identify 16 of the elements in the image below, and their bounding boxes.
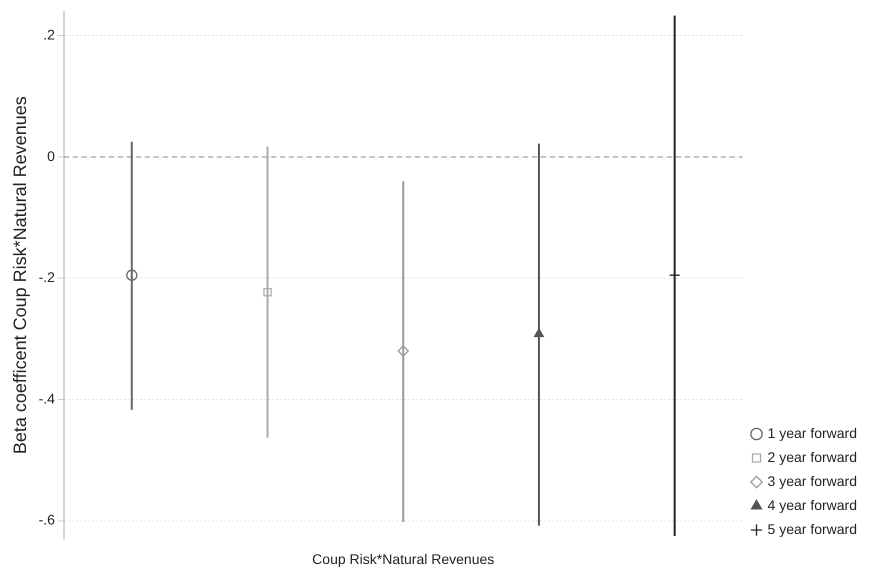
legend-label: 3 year forward	[768, 472, 857, 489]
y-tick-label: 0	[47, 148, 56, 164]
legend-label: 5 year forward	[768, 520, 857, 537]
y-axis-title: Beta coefficent Coup Risk*Natural Revenues	[10, 96, 30, 454]
legend-label: 4 year forward	[768, 496, 857, 513]
point	[534, 328, 544, 338]
y-tick-label: -.2	[38, 269, 56, 286]
y-tick-label: .2	[43, 26, 56, 43]
legend-label: 2 year forward	[768, 448, 857, 465]
point	[263, 288, 272, 296]
legend-label: 1 year forward	[768, 424, 857, 441]
y-tick-label: -.4	[38, 390, 56, 406]
point	[126, 270, 138, 281]
point	[398, 345, 409, 357]
text: Coup Risk*Natural Revenues	[312, 550, 494, 567]
y-tick-label: -.6	[38, 512, 56, 528]
